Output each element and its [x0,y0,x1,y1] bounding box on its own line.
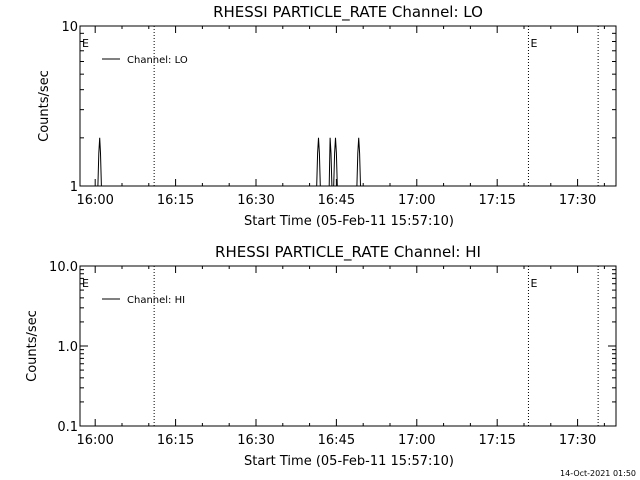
x-axis-label: Start Time (05-Feb-11 15:57:10) [244,454,454,469]
chart-panel-1: RHESSI PARTICLE_RATE Channel: LO 16:00 16:… [37,3,617,229]
x-tick-label: 17:15 [478,433,515,448]
legend-entry: Channel: LO [127,55,188,66]
event-marker-label: E [82,277,89,290]
y-axis-label: Counts/sec [37,70,52,142]
chart-title: RHESSI PARTICLE_RATE Channel: HI [215,243,481,262]
event-marker-label: E [82,37,89,50]
series-line [97,137,361,187]
event-marker-label: E [530,37,537,50]
x-tick-label: 16:30 [237,193,274,208]
x-tick-label: 17:30 [559,193,596,208]
x-tick-label: 16:00 [76,193,113,208]
print-timestamp: 14-Oct-2021 01:50 [560,469,636,478]
x-tick-label: 17:15 [478,193,515,208]
x-tick-label: 17:30 [559,433,596,448]
chart-panel-2: RHESSI PARTICLE_RATE Channel: HI 16:00 16:… [25,243,617,469]
x-tick-label: 16:00 [76,433,113,448]
y-tick-label: 0.1 [57,420,78,435]
event-marker-label: E [530,277,537,290]
y-tick-label: 1 [70,180,78,195]
y-tick-label: 1.0 [57,340,78,355]
x-tick-label: 17:00 [398,433,435,448]
x-tick-label: 16:30 [237,433,274,448]
x-axis-label: Start Time (05-Feb-11 15:57:10) [244,214,454,229]
x-tick-label: 16:15 [157,193,194,208]
y-axis-label: Counts/sec [25,310,40,382]
legend-entry: Channel: HI [127,295,185,306]
x-tick-label: 16:45 [318,433,355,448]
chart-title: RHESSI PARTICLE_RATE Channel: LO [213,3,483,22]
y-tick-label: 10.0 [49,260,78,275]
y-tick-label: 10 [61,20,78,35]
x-tick-label: 17:00 [398,193,435,208]
x-tick-label: 16:45 [318,193,355,208]
x-tick-label: 16:15 [157,433,194,448]
